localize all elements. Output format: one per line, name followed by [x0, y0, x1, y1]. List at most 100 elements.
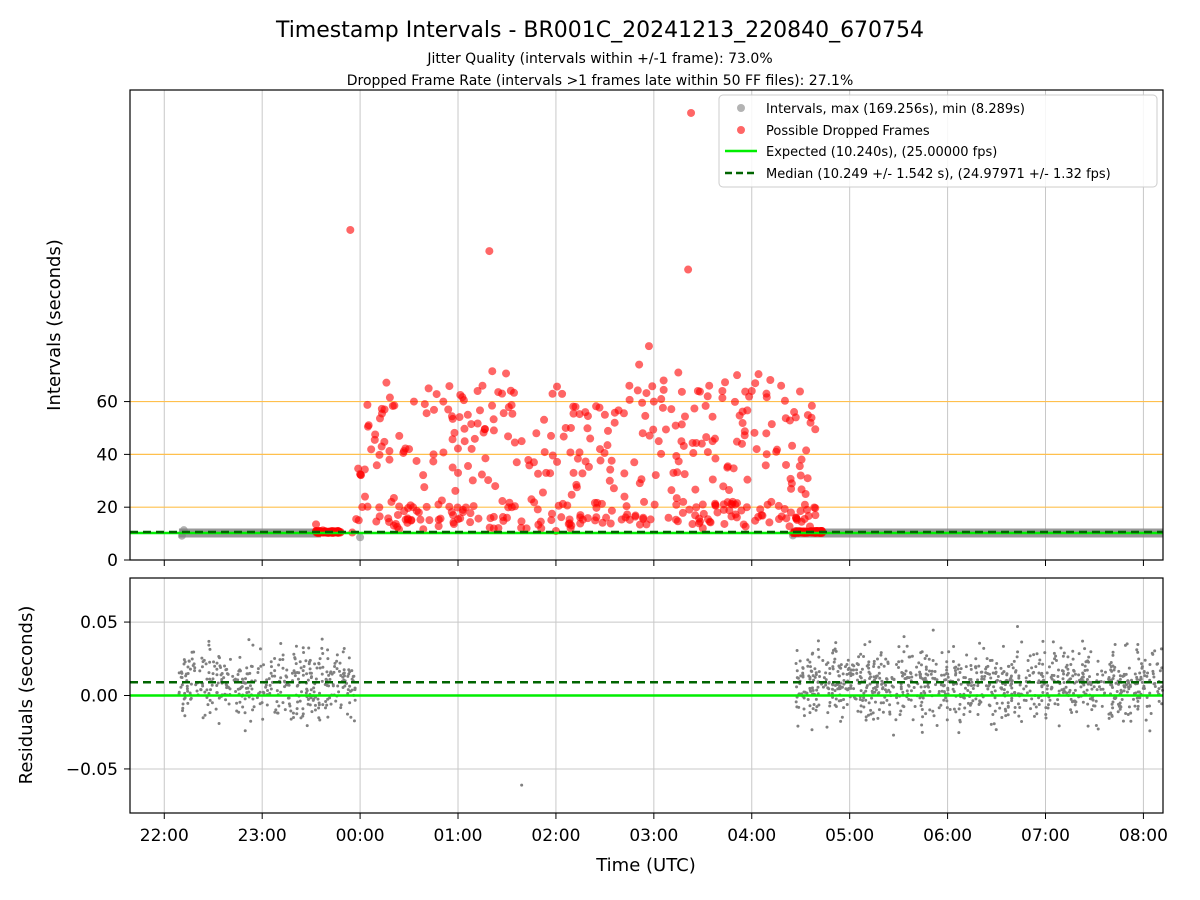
dropped-point [802, 446, 811, 455]
residual-point [274, 708, 278, 712]
residual-point [797, 705, 801, 709]
dropped-point [507, 503, 516, 512]
residual-point [821, 685, 825, 689]
residual-point [999, 666, 1003, 670]
residual-point [1111, 650, 1115, 654]
residual-point [811, 674, 815, 678]
residual-point [824, 683, 828, 687]
residual-point [1002, 688, 1006, 692]
residual-point [808, 704, 812, 708]
residual-point [220, 677, 224, 681]
dropped-point [680, 412, 689, 421]
residual-point [1148, 678, 1152, 682]
dropped-point [416, 515, 425, 524]
dropped-point [649, 425, 658, 434]
dropped-point [720, 519, 729, 528]
residual-point [1046, 684, 1050, 688]
dropped-point [757, 511, 766, 520]
dropped-point [701, 401, 710, 410]
residual-point [931, 659, 935, 663]
residual-point [1159, 647, 1163, 651]
residual-point [970, 680, 974, 684]
residual-point [352, 674, 356, 678]
residual-point [337, 669, 341, 673]
residual-point [1066, 655, 1070, 659]
residual-point [1045, 671, 1049, 675]
residual-point [304, 691, 308, 695]
residual-point [1005, 673, 1009, 677]
residual-point [347, 672, 351, 676]
dropped-point [680, 470, 689, 479]
residual-point [339, 703, 343, 707]
residual-point [876, 716, 880, 720]
residual-point [301, 712, 305, 716]
dropped-point [737, 439, 746, 448]
residual-point [245, 666, 249, 670]
figure-title: Timestamp Intervals - BR001C_20241213_22… [275, 18, 924, 43]
residual-point [215, 683, 219, 687]
dropped-point [538, 488, 547, 497]
residual-point [942, 698, 946, 702]
residual-point [1127, 705, 1131, 709]
dropped-point [679, 441, 688, 450]
residual-point [1011, 666, 1015, 670]
residual-point [1101, 687, 1105, 691]
residual-point [945, 668, 949, 672]
dropped-point [672, 494, 681, 503]
residual-point [264, 685, 268, 689]
residual-point [976, 712, 980, 716]
residual-point [283, 708, 287, 712]
dropped-point [502, 369, 511, 378]
residual-point [952, 689, 956, 693]
residual-point [794, 700, 798, 704]
residual-point [937, 706, 941, 710]
legend-intervals-label: Intervals, max (169.256s), min (8.289s) [766, 102, 1025, 117]
residual-point [273, 657, 277, 661]
residual-point [1037, 703, 1041, 707]
residual-point [333, 664, 337, 668]
residual-point [856, 709, 860, 713]
residual-point [907, 684, 911, 688]
dropped-point [382, 378, 391, 387]
residual-point [1107, 716, 1111, 720]
dropped-point [657, 395, 666, 404]
residual-point [183, 696, 187, 700]
residual-point [1032, 702, 1036, 706]
residual-point [1077, 673, 1081, 677]
residual-point [1026, 658, 1030, 662]
residual-point [1016, 650, 1020, 654]
residual-point [919, 651, 923, 655]
residual-point [1155, 662, 1159, 666]
x-tick-label: 04:00 [727, 826, 776, 846]
residual-point [834, 697, 838, 701]
residual-point [219, 673, 223, 677]
dropped-point [470, 434, 479, 443]
residual-point [1069, 662, 1073, 666]
residual-point [1126, 679, 1130, 683]
residual-point [179, 685, 183, 689]
residual-point [323, 682, 327, 686]
x-tick-label: 05:00 [825, 826, 874, 846]
residual-point [1013, 706, 1017, 710]
residual-point [924, 712, 928, 716]
dropped-point [537, 524, 546, 533]
dropped-point [786, 474, 795, 483]
residual-point [826, 686, 830, 690]
dropped-point [638, 398, 647, 407]
residual-point [795, 685, 799, 689]
residual-point [281, 666, 285, 670]
residual-point [998, 706, 1002, 710]
residual-point [194, 683, 198, 687]
residual-point [1087, 675, 1091, 679]
residual-point [347, 668, 351, 672]
residual-point [244, 677, 248, 681]
residual-point [1057, 724, 1061, 728]
residual-point [969, 684, 973, 688]
dropped-point [352, 515, 361, 524]
residual-point [1042, 678, 1046, 682]
legend-expected-label: Expected (10.240s), (25.00000 fps) [766, 145, 997, 160]
residual-point [811, 689, 815, 693]
residual-point [821, 658, 825, 662]
dropped-point [455, 413, 464, 422]
residual-point [898, 713, 902, 717]
